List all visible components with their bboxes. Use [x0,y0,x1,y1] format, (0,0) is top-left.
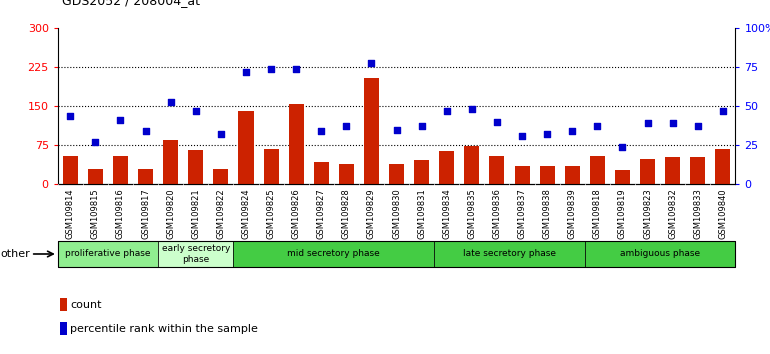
Bar [263,149,279,184]
Bar [339,164,354,184]
Bar [490,155,504,184]
Point [691,124,704,129]
Bar [590,155,605,184]
Point [265,66,277,72]
Bar [364,78,379,184]
Text: GSM109832: GSM109832 [668,188,677,239]
Text: GSM109823: GSM109823 [643,188,652,239]
Bar [239,112,253,184]
Bar [665,156,680,184]
Point [667,120,679,126]
Point [139,128,152,134]
Point [114,118,126,123]
Text: GSM109817: GSM109817 [141,188,150,239]
Text: GDS2052 / 208004_at: GDS2052 / 208004_at [62,0,199,7]
Point [641,120,654,126]
Bar [615,170,630,184]
Point [416,124,428,129]
Text: GSM109829: GSM109829 [367,188,376,239]
Text: GSM109831: GSM109831 [417,188,426,239]
Bar [60,322,66,335]
Point [440,108,453,114]
Text: GSM109828: GSM109828 [342,188,351,239]
Point [89,139,102,145]
Text: count: count [70,300,102,310]
Point [315,128,327,134]
Text: GSM109822: GSM109822 [216,188,226,239]
Point [616,144,628,149]
Point [215,131,227,137]
Text: GSM109814: GSM109814 [65,188,75,239]
Bar [233,241,434,267]
Text: GSM109819: GSM109819 [618,188,627,239]
Text: GSM109816: GSM109816 [116,188,125,239]
Point [717,108,729,114]
Point [490,119,503,125]
Bar [439,152,454,184]
Text: GSM109834: GSM109834 [442,188,451,239]
Bar [58,241,158,267]
Text: GSM109840: GSM109840 [718,188,728,239]
Point [541,131,554,137]
Bar [715,149,730,184]
Bar [88,169,103,184]
Point [290,66,303,72]
Point [566,128,578,134]
Text: GSM109837: GSM109837 [517,188,527,239]
Bar [540,166,554,184]
Bar [63,155,78,184]
Point [591,124,604,129]
Text: GSM109815: GSM109815 [91,188,100,239]
Text: GSM109839: GSM109839 [567,188,577,239]
Point [516,133,528,139]
Text: GSM109825: GSM109825 [266,188,276,239]
Text: GSM109838: GSM109838 [543,188,551,239]
Bar [690,156,705,184]
Point [189,108,202,114]
Text: GSM109818: GSM109818 [593,188,602,239]
Text: GSM109835: GSM109835 [467,188,477,239]
Text: proliferative phase: proliferative phase [65,250,151,258]
Bar [289,104,303,184]
Bar [514,166,530,184]
Bar [213,169,229,184]
Text: percentile rank within the sample: percentile rank within the sample [70,324,258,334]
Bar [584,241,735,267]
Text: GSM109833: GSM109833 [693,188,702,239]
Point [390,127,403,132]
Text: mid secretory phase: mid secretory phase [287,250,380,258]
Point [64,113,76,118]
Bar [313,162,329,184]
Bar [158,241,233,267]
Text: other: other [0,249,30,259]
Text: GSM109830: GSM109830 [392,188,401,239]
Point [466,107,478,112]
Text: GSM109820: GSM109820 [166,188,176,239]
Text: GSM109824: GSM109824 [242,188,250,239]
Text: ambiguous phase: ambiguous phase [620,250,700,258]
Bar [138,169,153,184]
Bar [113,155,128,184]
Point [165,99,177,104]
Bar [564,166,580,184]
Bar [389,164,404,184]
Bar [464,146,480,184]
Bar [188,150,203,184]
Bar [163,140,178,184]
Text: GSM109821: GSM109821 [191,188,200,239]
Bar [640,159,655,184]
Point [340,124,353,129]
Bar [434,241,584,267]
Point [365,60,377,65]
Bar [60,298,66,311]
Text: late secretory phase: late secretory phase [463,250,556,258]
Text: GSM109827: GSM109827 [316,188,326,239]
Text: GSM109836: GSM109836 [493,188,501,239]
Bar [414,160,429,184]
Text: GSM109826: GSM109826 [292,188,300,239]
Point [239,69,252,75]
Text: early secretory
phase: early secretory phase [162,244,230,264]
